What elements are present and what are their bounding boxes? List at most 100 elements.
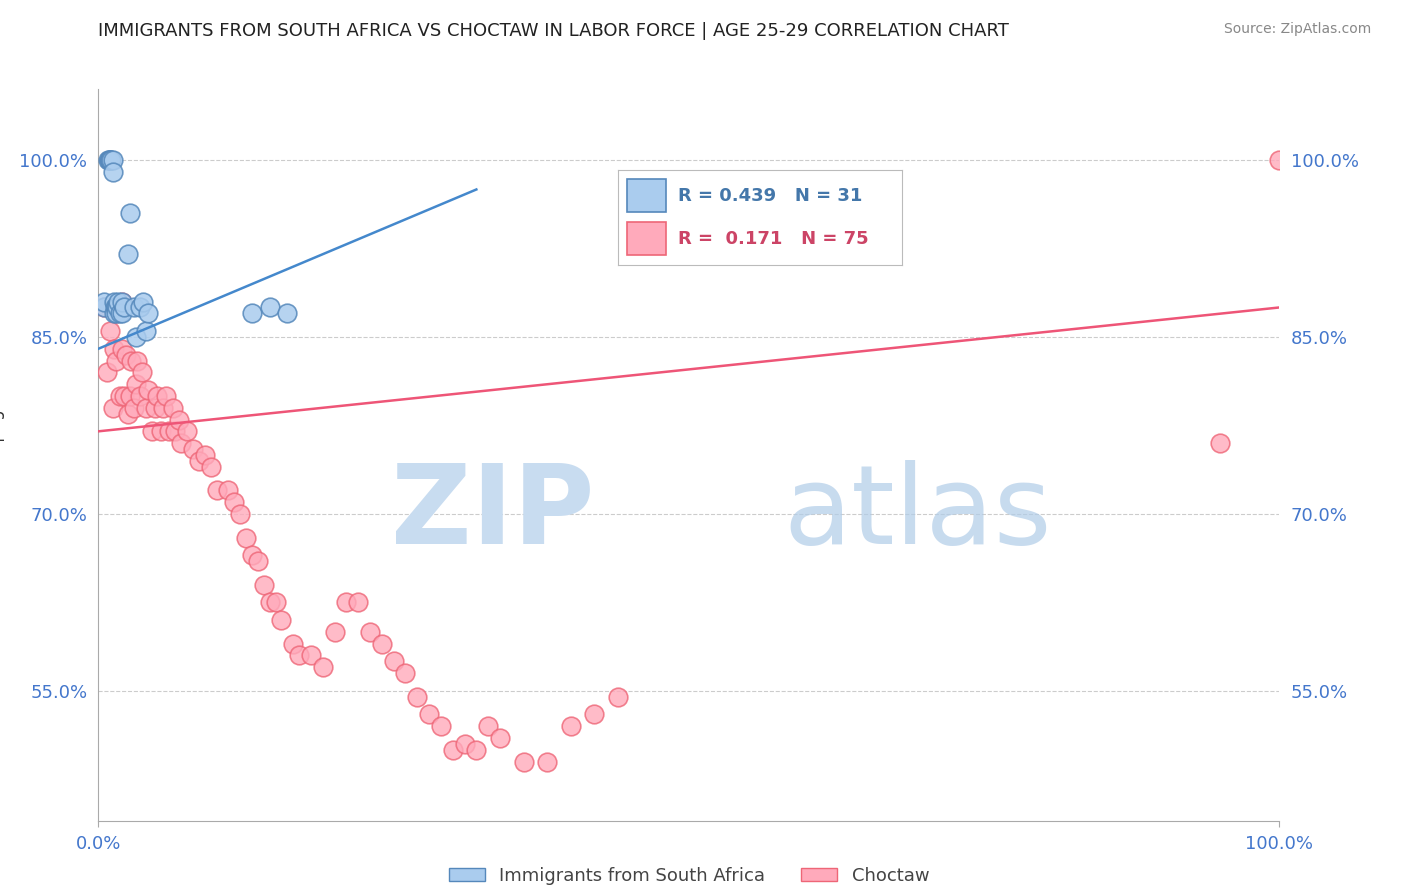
Point xyxy=(96,365,118,379)
Point xyxy=(111,294,134,309)
Point xyxy=(135,324,157,338)
Point xyxy=(121,353,143,368)
Point xyxy=(105,301,128,315)
Point xyxy=(108,389,131,403)
Point xyxy=(125,330,148,344)
Point xyxy=(136,306,159,320)
Text: R = 0.439   N = 31: R = 0.439 N = 31 xyxy=(678,186,862,205)
Point xyxy=(152,401,174,415)
Point xyxy=(157,425,180,439)
Point xyxy=(560,719,582,733)
Point xyxy=(283,637,305,651)
Point xyxy=(335,595,357,609)
Point xyxy=(418,707,440,722)
Point xyxy=(103,342,125,356)
Point xyxy=(141,425,163,439)
Point xyxy=(112,301,135,315)
Point xyxy=(120,206,142,220)
Point xyxy=(112,389,135,403)
Point xyxy=(176,425,198,439)
Point xyxy=(181,442,204,456)
Point xyxy=(111,342,134,356)
Y-axis label: In Labor Force | Age 25-29: In Labor Force | Age 25-29 xyxy=(0,345,6,565)
Point xyxy=(100,153,122,167)
Point xyxy=(122,301,145,315)
Point xyxy=(135,401,157,415)
Point xyxy=(288,648,311,663)
Point xyxy=(146,389,169,403)
Point xyxy=(1268,153,1291,167)
Point xyxy=(217,483,239,498)
Point xyxy=(97,153,120,167)
Point xyxy=(143,401,166,415)
Text: R =  0.171   N = 75: R = 0.171 N = 75 xyxy=(678,229,869,248)
Point xyxy=(150,425,173,439)
Point xyxy=(229,507,252,521)
Point xyxy=(136,383,159,397)
Bar xyxy=(627,179,666,212)
Point xyxy=(107,294,129,309)
Bar xyxy=(627,222,666,255)
Point xyxy=(165,425,187,439)
Point xyxy=(104,301,127,315)
Point xyxy=(240,548,263,562)
Point xyxy=(155,389,177,403)
Point xyxy=(323,624,346,639)
Point xyxy=(253,577,276,591)
Point xyxy=(93,301,115,315)
Text: atlas: atlas xyxy=(783,460,1052,567)
Point xyxy=(359,624,381,639)
Point xyxy=(103,294,125,309)
Point xyxy=(101,401,124,415)
Point xyxy=(114,348,136,362)
Point xyxy=(128,301,150,315)
Point xyxy=(224,495,246,509)
Point xyxy=(259,595,281,609)
Point xyxy=(583,707,606,722)
Point xyxy=(270,613,292,627)
Point xyxy=(105,301,128,315)
Point xyxy=(108,306,131,320)
Point xyxy=(536,755,558,769)
Point xyxy=(98,153,121,167)
Point xyxy=(98,153,121,167)
Text: IMMIGRANTS FROM SOUTH AFRICA VS CHOCTAW IN LABOR FORCE | AGE 25-29 CORRELATION C: IMMIGRANTS FROM SOUTH AFRICA VS CHOCTAW … xyxy=(98,22,1010,40)
Point xyxy=(125,377,148,392)
Point xyxy=(205,483,228,498)
Point xyxy=(101,165,124,179)
Point xyxy=(187,454,209,468)
Point xyxy=(127,353,149,368)
Point xyxy=(105,306,128,320)
Point xyxy=(101,153,124,167)
Point xyxy=(122,401,145,415)
Point xyxy=(120,389,142,403)
Point xyxy=(441,743,464,757)
Point xyxy=(347,595,370,609)
Point xyxy=(98,324,121,338)
Point xyxy=(1209,436,1232,450)
Text: Source: ZipAtlas.com: Source: ZipAtlas.com xyxy=(1223,22,1371,37)
Point xyxy=(131,365,153,379)
Point xyxy=(264,595,287,609)
Point xyxy=(105,306,128,320)
Point xyxy=(103,306,125,320)
Point xyxy=(117,247,139,261)
Point xyxy=(394,666,416,681)
Point xyxy=(128,389,150,403)
Point xyxy=(246,554,269,568)
Point xyxy=(276,306,298,320)
Point xyxy=(93,301,115,315)
Point xyxy=(235,531,257,545)
Point xyxy=(477,719,499,733)
Point xyxy=(259,301,281,315)
Point xyxy=(105,353,128,368)
Point xyxy=(607,690,630,704)
Text: ZIP: ZIP xyxy=(391,460,595,567)
Point xyxy=(465,743,488,757)
Point xyxy=(162,401,184,415)
Point xyxy=(170,436,193,450)
Point xyxy=(240,306,263,320)
Point xyxy=(382,654,405,668)
Point xyxy=(167,412,190,426)
Point xyxy=(111,294,134,309)
